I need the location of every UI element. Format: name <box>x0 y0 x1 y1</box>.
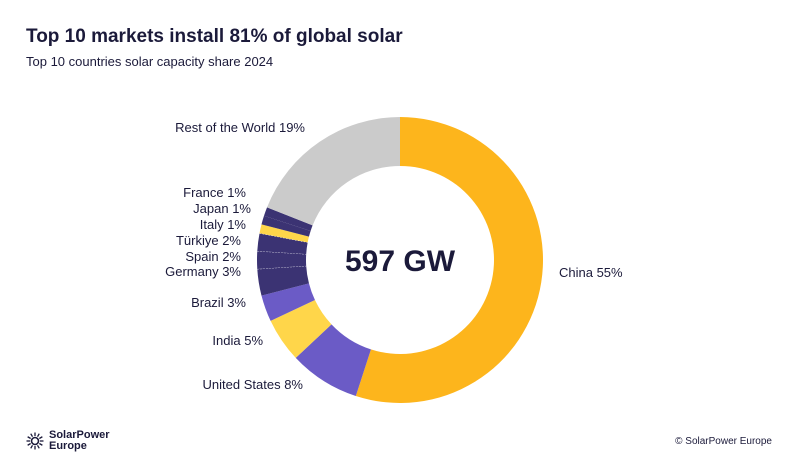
data-label-japan: Japan 1% <box>193 201 251 216</box>
slice-brazil <box>261 283 315 321</box>
slice-t-rkiye <box>257 233 308 255</box>
data-label-rest-of-the-world: Rest of the World 19% <box>175 120 305 135</box>
copyright-text: © SolarPower Europe <box>675 436 772 447</box>
slice-spain <box>256 251 307 269</box>
chart-title: Top 10 markets install 81% of global sol… <box>26 26 403 47</box>
data-label-germany: Germany 3% <box>165 264 241 279</box>
slice-separator <box>259 232 308 243</box>
slice-france <box>263 207 313 231</box>
data-label-t-rkiye: Türkiye 2% <box>176 233 241 248</box>
logo-text-line2: Europe <box>49 440 87 452</box>
slice-japan <box>261 215 311 237</box>
data-label-france: France 1% <box>183 185 246 200</box>
slice-india <box>270 300 332 358</box>
logo-text-line1: SolarPower <box>49 429 110 441</box>
chart-subtitle: Top 10 countries solar capacity share 20… <box>26 54 274 69</box>
data-label-spain: Spain 2% <box>185 249 241 264</box>
slice-rest-of-the-world <box>267 116 400 226</box>
data-label-italy: Italy 1% <box>200 217 247 232</box>
solarpower-europe-logo: SolarPower Europe <box>26 430 110 452</box>
slice-united-states <box>295 324 371 397</box>
data-label-united-states: United States 8% <box>203 377 304 392</box>
data-label-china: China 55% <box>559 265 623 280</box>
slice-germany <box>257 265 309 296</box>
center-label: 597 GW <box>345 245 456 278</box>
sun-logo-icon <box>26 432 44 450</box>
slice-separator <box>257 250 307 255</box>
slice-italy <box>259 224 309 243</box>
data-label-brazil: Brazil 3% <box>191 295 246 310</box>
slice-china <box>355 117 543 403</box>
data-label-india: India 5% <box>212 333 263 348</box>
